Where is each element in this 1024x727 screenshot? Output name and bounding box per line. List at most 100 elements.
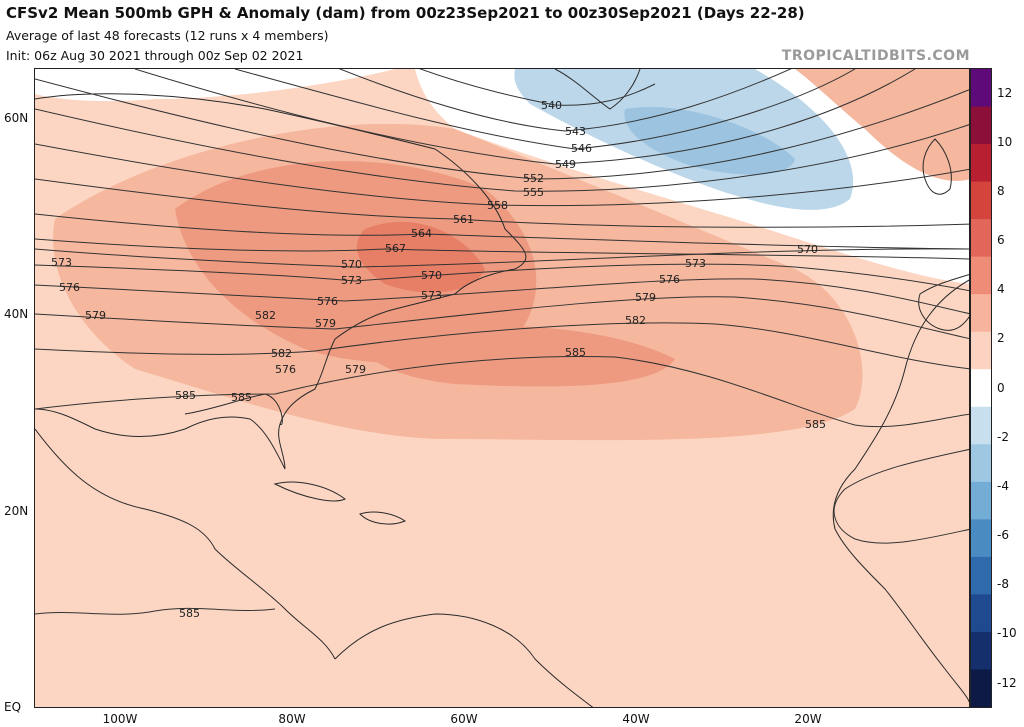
contour-label: 543 [565, 125, 586, 138]
colorbar-tick: 12 [997, 86, 1013, 100]
contour-label: 573 [51, 256, 72, 269]
iberia-coast [918, 274, 969, 331]
lat-label-40n: 40N [4, 307, 29, 321]
contour-label: 576 [59, 281, 80, 294]
north-america-coast [35, 93, 527, 470]
contour-label: 573 [341, 274, 362, 287]
contour-585 [35, 355, 969, 428]
contour-label: 585 [805, 418, 826, 431]
colorbar-swatch [971, 144, 991, 183]
colorbar-swatch [971, 181, 991, 220]
map-title: CFSv2 Mean 500mb GPH & Anomaly (dam) fro… [6, 4, 805, 22]
contour-570 [35, 248, 969, 268]
contour-582 [35, 322, 969, 370]
colorbar-swatch [971, 594, 991, 633]
contour-label: 564 [411, 227, 432, 240]
colorbar-tick: 6 [997, 233, 1005, 247]
greenland-coast [554, 69, 641, 110]
contour-567 [35, 238, 969, 260]
contour-585-africa [833, 448, 969, 544]
colorbar-tick: 10 [997, 135, 1013, 149]
colorbar-swatch [971, 481, 991, 520]
contour-label: 585 [565, 346, 586, 359]
contour-label: 576 [317, 295, 338, 308]
anomaly-map: 540 543 546 549 552 555 558 561 564 567 … [34, 68, 970, 708]
british-isles-coast [922, 138, 952, 195]
contour-label: 573 [421, 289, 442, 302]
colorbar-swatch [971, 256, 991, 295]
contour-543 [338, 69, 792, 132]
contour-label: 540 [541, 99, 562, 112]
colorbar [970, 68, 992, 708]
gph-contours [35, 69, 969, 615]
contour-552 [35, 78, 969, 180]
contour-label: 570 [421, 269, 442, 282]
colorbar-tick: 4 [997, 282, 1005, 296]
lon-label-100w: 100W [102, 712, 138, 726]
contour-label: 567 [385, 242, 406, 255]
colorbar-swatch [971, 631, 991, 670]
contour-540 [419, 69, 656, 106]
contour-label: 570 [797, 243, 818, 256]
anomaly-negative-inner [624, 107, 795, 175]
contour-label-group: 540 543 546 549 552 555 558 561 564 567 … [51, 99, 826, 620]
contour-549 [134, 69, 916, 165]
colorbar-swatch [971, 519, 991, 558]
contour-585-tropical [35, 607, 276, 615]
contour-label: 582 [271, 347, 292, 360]
colorbar-tick: -6 [997, 528, 1009, 542]
anomaly-band-4-6 [175, 161, 537, 363]
contour-label: 579 [345, 363, 366, 376]
contour-576 [35, 278, 969, 315]
anomaly-band-6-8 [356, 221, 485, 293]
source-credit: TROPICALTIDBITS.COM [781, 48, 970, 64]
colorbar-tick: 2 [997, 331, 1005, 345]
contour-label: 546 [571, 142, 592, 155]
south-america-coast [334, 613, 594, 707]
colorbar-swatch [971, 294, 991, 333]
lon-label-60w: 60W [450, 712, 478, 726]
contour-label: 570 [341, 258, 362, 271]
lon-label-40w: 40W [622, 712, 650, 726]
lon-label-20w: 20W [794, 712, 822, 726]
contour-label: 585 [179, 607, 200, 620]
contour-label: 585 [231, 391, 252, 404]
anomaly-band-white-north [35, 69, 395, 102]
contour-546 [234, 69, 856, 150]
colorbar-tick: -8 [997, 577, 1009, 591]
contour-558 [35, 143, 969, 207]
colorbar-tick: -4 [997, 479, 1009, 493]
contour-label: 579 [315, 317, 336, 330]
contour-573 [35, 263, 969, 292]
contour-label: 555 [523, 186, 544, 199]
contour-label: 576 [275, 363, 296, 376]
colorbar-swatches [971, 69, 991, 708]
map-canvas: 540 543 546 549 552 555 558 561 564 567 … [35, 69, 969, 707]
contour-label: 573 [685, 257, 706, 270]
africa-coast [832, 279, 969, 703]
lon-label-80w: 80W [278, 712, 306, 726]
contour-label: 552 [523, 172, 544, 185]
contour-label: 558 [487, 199, 508, 212]
anomaly-band-4-6-east [355, 325, 675, 387]
contour-label: 582 [255, 309, 276, 322]
colorbar-swatch [971, 556, 991, 595]
lat-label-eq: EQ [4, 700, 22, 714]
contour-label: 585 [175, 389, 196, 402]
contour-label: 549 [555, 158, 576, 171]
colorbar-swatch [971, 69, 991, 108]
colorbar-swatch [971, 219, 991, 258]
lat-label-20n: 20N [4, 504, 29, 518]
hispaniola-coast [359, 511, 407, 525]
colorbar-swatch [971, 331, 991, 370]
map-subtitle-forecasts: Average of last 48 forecasts (12 runs x … [6, 28, 329, 43]
map-subtitle-init: Init: 06z Aug 30 2021 through 00z Sep 02… [6, 48, 304, 63]
colorbar-swatch [971, 106, 991, 145]
colorbar-tick: 0 [997, 381, 1005, 395]
colorbar-tick: -10 [997, 626, 1017, 640]
contour-label: 579 [635, 291, 656, 304]
colorbar-tick: 8 [997, 184, 1005, 198]
colorbar-tick: -12 [997, 676, 1017, 690]
contour-label: 582 [625, 314, 646, 327]
contour-555 [35, 108, 969, 192]
